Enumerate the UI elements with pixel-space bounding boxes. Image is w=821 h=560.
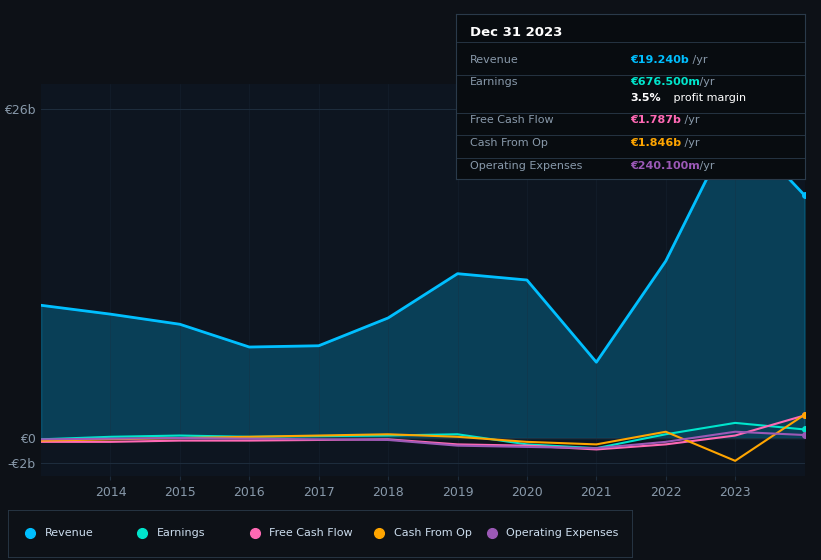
Text: Revenue: Revenue (470, 55, 518, 66)
Text: /yr: /yr (696, 161, 714, 171)
Text: /yr: /yr (681, 138, 700, 148)
Text: €240.100m: €240.100m (631, 161, 699, 171)
Text: €1.846b: €1.846b (631, 138, 681, 148)
Text: Operating Expenses: Operating Expenses (506, 529, 618, 538)
Text: Revenue: Revenue (44, 529, 93, 538)
Text: €1.787b: €1.787b (631, 115, 681, 125)
Text: €19.240b: €19.240b (631, 55, 689, 66)
Text: profit margin: profit margin (670, 94, 746, 103)
Text: Cash From Op: Cash From Op (470, 138, 548, 148)
Text: /yr: /yr (681, 115, 700, 125)
Text: Free Cash Flow: Free Cash Flow (470, 115, 553, 125)
Text: Earnings: Earnings (157, 529, 205, 538)
Text: 3.5%: 3.5% (631, 94, 661, 103)
Text: Earnings: Earnings (470, 77, 518, 87)
Text: Dec 31 2023: Dec 31 2023 (470, 26, 562, 39)
Text: /yr: /yr (696, 77, 714, 87)
Text: /yr: /yr (689, 55, 707, 66)
Text: Operating Expenses: Operating Expenses (470, 161, 582, 171)
Text: €676.500m: €676.500m (631, 77, 700, 87)
Text: Free Cash Flow: Free Cash Flow (269, 529, 353, 538)
Text: Cash From Op: Cash From Op (394, 529, 472, 538)
